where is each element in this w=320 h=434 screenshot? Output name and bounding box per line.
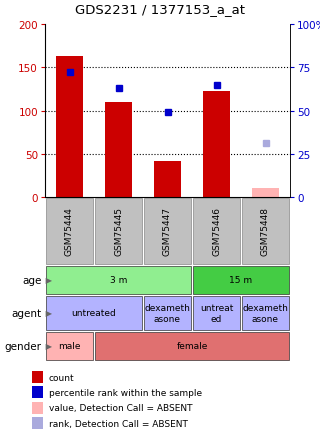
Text: ▶: ▶ [44,342,52,351]
Text: GSM75446: GSM75446 [212,207,221,256]
Text: percentile rank within the sample: percentile rank within the sample [49,388,202,397]
Bar [193,297,240,330]
Bar [46,266,191,294]
Bar [95,332,289,360]
Text: GSM75448: GSM75448 [261,207,270,256]
Text: GSM75444: GSM75444 [65,207,74,256]
Bar [203,92,230,197]
Text: agent: agent [12,308,42,318]
Text: ▶: ▶ [44,276,52,285]
Text: gender: gender [5,341,42,351]
Text: value, Detection Call = ABSENT: value, Detection Call = ABSENT [49,404,192,412]
Bar [32,371,43,383]
Bar [144,297,191,330]
Text: untreat
ed: untreat ed [200,304,233,323]
Bar [252,189,279,197]
Text: dexameth
asone: dexameth asone [243,304,288,323]
Bar [56,57,83,197]
Bar [46,332,93,360]
Text: male: male [58,342,81,351]
Bar [46,297,142,330]
Bar [193,266,289,294]
Text: 15 m: 15 m [229,276,252,285]
Bar [193,199,240,264]
Text: untreated: untreated [72,309,116,318]
Bar [105,102,132,197]
Bar [32,417,43,429]
Text: dexameth
asone: dexameth asone [145,304,190,323]
Bar [154,161,181,197]
Text: ▶: ▶ [44,309,52,318]
Text: GSM75445: GSM75445 [114,207,123,256]
Text: 3 m: 3 m [110,276,127,285]
Text: female: female [176,342,208,351]
Text: rank, Detection Call = ABSENT: rank, Detection Call = ABSENT [49,419,188,428]
Bar [144,199,191,264]
Bar [32,387,43,398]
Text: GDS2231 / 1377153_a_at: GDS2231 / 1377153_a_at [75,3,245,16]
Text: count: count [49,373,74,381]
Text: GSM75447: GSM75447 [163,207,172,256]
Bar [95,199,142,264]
Bar [242,297,289,330]
Text: age: age [22,275,42,285]
Bar [46,199,93,264]
Bar [32,402,43,414]
Bar [242,199,289,264]
